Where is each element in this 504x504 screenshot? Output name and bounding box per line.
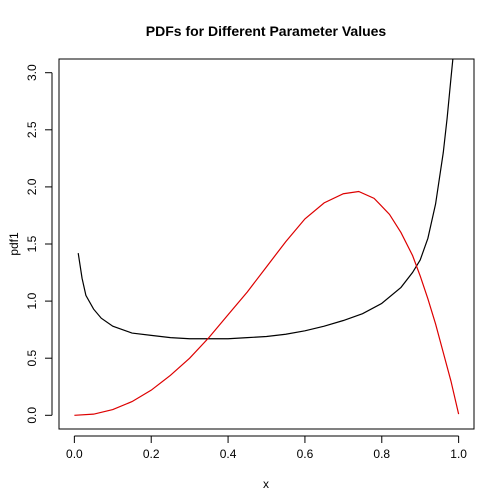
series-line-red [74,190,460,416]
x-tick-label: 0.6 [297,447,314,461]
y-tick-label: 1.5 [25,235,39,252]
y-tick-label: 0.5 [25,350,39,367]
x-axis: 0.0 0.2 0.4 0.6 0.8 1.0 [66,435,467,461]
x-tick-label: 0.8 [373,447,390,461]
x-tick-label: 1.0 [450,447,467,461]
y-tick-label: 0.0 [25,407,39,424]
y-axis: 0.0 0.5 1.0 1.5 2.0 2.5 3.0 [25,64,53,424]
y-tick-label: 2.5 [25,121,39,138]
series-line-black [77,59,454,340]
x-tick-label: 0.4 [220,447,237,461]
plot-area [58,58,475,430]
x-tick-label: 0.0 [66,447,83,461]
y-tick-label: 2.0 [25,178,39,195]
y-axis-label: pdf1 [7,232,21,256]
series-layer [74,59,460,416]
y-tick-label: 3.0 [25,64,39,81]
y-tick-label: 1.0 [25,292,39,309]
x-tick-label: 0.2 [143,447,160,461]
x-axis-label: x [263,477,269,491]
chart-title: PDFs for Different Parameter Values [146,23,387,39]
